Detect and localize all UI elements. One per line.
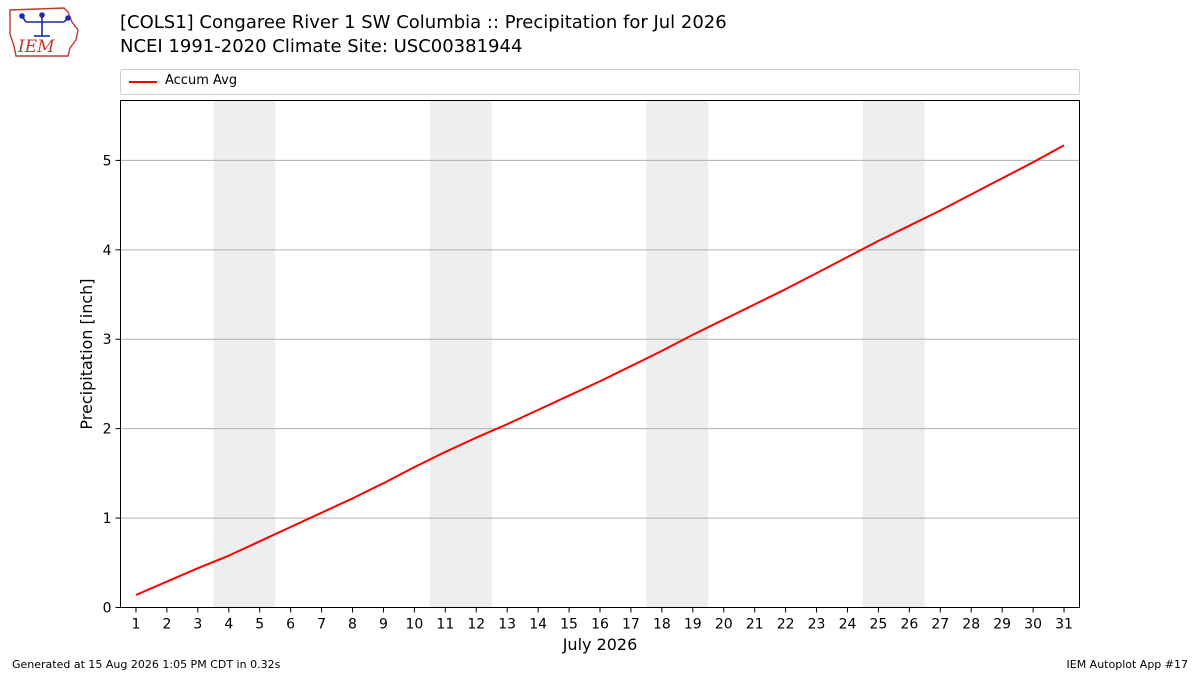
legend-line-swatch xyxy=(129,81,157,83)
y-tick-label: 1 xyxy=(103,511,112,527)
x-tick-label: 22 xyxy=(777,617,795,633)
y-axis-label: Precipitation [inch] xyxy=(77,278,96,429)
x-tick-label: 11 xyxy=(436,617,454,633)
x-tick-label: 14 xyxy=(529,617,547,633)
weekend-bands xyxy=(213,100,925,608)
x-tick-label: 9 xyxy=(379,617,388,633)
x-tick-label: 30 xyxy=(1024,617,1042,633)
legend-label: Accum Avg xyxy=(165,73,238,88)
x-tick-label: 28 xyxy=(962,617,980,633)
x-tick-label: 4 xyxy=(224,617,233,633)
weekend-band xyxy=(429,100,492,608)
x-axis: 1 2 3 4 5 6 7 8 9 10 11 12 13 14 15 16 17 18 19 20 21 22 23 24 2… xyxy=(132,607,1073,633)
x-tick-label: 1 xyxy=(132,617,141,633)
x-axis-label: July 2026 xyxy=(562,635,638,654)
iowa-outline-icon xyxy=(9,7,79,57)
y-tick-label: 0 xyxy=(103,601,112,617)
x-tick-label: 23 xyxy=(808,617,826,633)
logo-text: IEM xyxy=(17,37,55,57)
footer-app-label: IEM Autoplot App #17 xyxy=(1066,658,1189,671)
x-tick-label: 3 xyxy=(193,617,202,633)
x-tick-label: 26 xyxy=(900,617,918,633)
x-tick-label: 7 xyxy=(317,617,326,633)
y-axis: 0 1 2 3 4 5 xyxy=(103,153,121,617)
y-tick-label: 3 xyxy=(103,332,112,348)
x-tick-label: 18 xyxy=(653,617,671,633)
x-tick-label: 12 xyxy=(467,617,485,633)
x-tick-label: 25 xyxy=(870,617,888,633)
x-tick-label: 8 xyxy=(348,617,357,633)
weekend-band xyxy=(213,100,276,608)
weekend-band xyxy=(646,100,709,608)
x-tick-label: 20 xyxy=(715,617,733,633)
x-tick-label: 6 xyxy=(286,617,295,633)
x-tick-label: 24 xyxy=(839,617,857,633)
series-line-accum-avg xyxy=(135,144,1065,596)
weather-station-icon xyxy=(19,12,71,37)
y-tick-label: 5 xyxy=(103,153,112,169)
weekend-band xyxy=(862,100,925,608)
y-tick-label: 2 xyxy=(103,422,112,438)
footer-generated-text: Generated at 15 Aug 2026 1:05 PM CDT in … xyxy=(12,658,281,671)
legend: Accum Avg xyxy=(120,69,1080,95)
x-tick-label: 31 xyxy=(1055,617,1073,633)
x-tick-label: 19 xyxy=(684,617,702,633)
y-tick-label: 4 xyxy=(103,243,112,259)
x-tick-label: 2 xyxy=(162,617,171,633)
iem-logo: IEM xyxy=(9,7,79,57)
x-tick-label: 15 xyxy=(560,617,578,633)
x-tick-label: 29 xyxy=(993,617,1011,633)
chart-title: [COLS1] Congaree River 1 SW Columbia :: … xyxy=(120,12,727,33)
plot-frame xyxy=(120,100,1080,608)
x-tick-label: 27 xyxy=(931,617,949,633)
x-tick-label: 10 xyxy=(405,617,423,633)
x-tick-label: 13 xyxy=(498,617,516,633)
grid-lines xyxy=(120,159,1080,519)
series-layer xyxy=(135,144,1065,596)
x-tick-label: 21 xyxy=(746,617,764,633)
x-tick-label: 5 xyxy=(255,617,264,633)
x-tick-label: 17 xyxy=(622,617,640,633)
x-tick-label: 16 xyxy=(591,617,609,633)
chart-subtitle: NCEI 1991-2020 Climate Site: USC00381944 xyxy=(120,36,523,57)
